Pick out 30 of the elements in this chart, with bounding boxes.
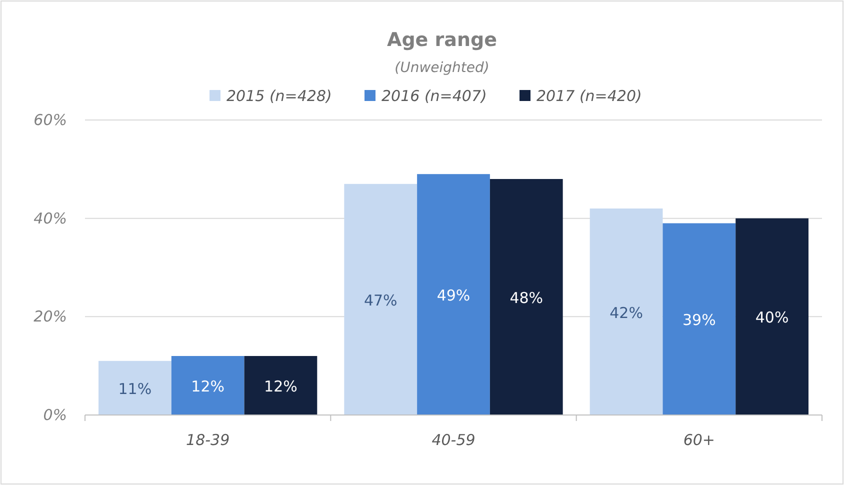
data-label: 48% [510,289,544,307]
chart-title: Age range [386,29,498,51]
bar [417,174,490,415]
data-label: 49% [436,286,470,305]
y-tick-label: 0% [43,406,67,424]
data-label: 42% [610,304,643,322]
legend-label: 2016 (n=407) [382,87,487,105]
bar [736,218,808,415]
legend-label: 2017 (n=420) [536,87,642,105]
data-label: 11% [118,380,152,398]
x-tick-label: 18-39 [186,431,230,449]
bar [590,208,663,415]
data-label: 47% [364,291,398,310]
data-label: 12% [264,378,298,396]
bar [98,360,172,415]
bar [662,223,736,415]
bar [244,356,318,415]
bar [344,184,418,415]
data-label: 39% [682,311,716,330]
y-tick-label: 20% [34,308,67,326]
x-tick-label: 60+ [683,431,715,449]
x-tick-label: 40-59 [432,431,476,449]
y-tick-label: 60% [34,111,67,129]
data-label: 40% [755,308,789,327]
data-label: 12% [191,378,225,396]
y-tick-label: 40% [34,209,67,228]
bar [490,179,563,415]
chart-subtitle: (Unweighted) [394,60,490,76]
legend-label: 2015 (n=428) [226,87,332,105]
bar [171,356,244,415]
